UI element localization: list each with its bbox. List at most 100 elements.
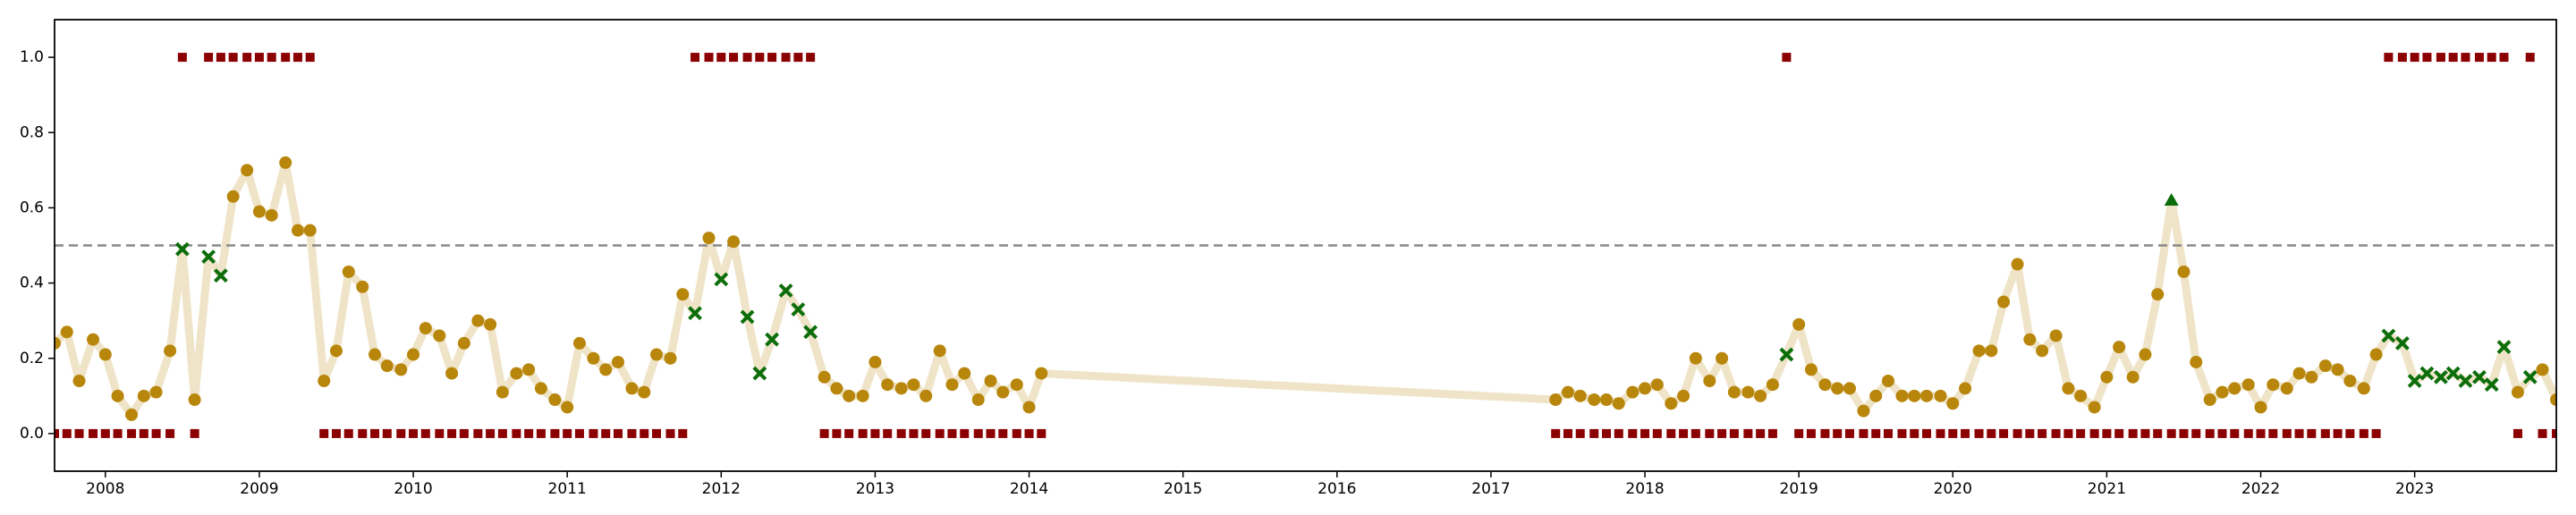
label-square	[1871, 428, 1881, 438]
probability-marker	[1716, 351, 1729, 365]
probability-marker	[958, 367, 971, 380]
probability-marker	[2369, 348, 2383, 361]
probability-marker	[664, 351, 677, 365]
probability-marker	[1639, 382, 1652, 395]
probability-marker	[676, 288, 690, 301]
label-square	[998, 428, 1008, 438]
label-square	[113, 428, 123, 438]
label-square	[2140, 428, 2150, 438]
label-square	[1563, 428, 1572, 438]
probability-marker	[971, 393, 985, 407]
probability-marker	[445, 367, 459, 380]
probability-marker	[471, 314, 485, 327]
miss-marker	[778, 283, 793, 298]
label-square	[1922, 428, 1932, 438]
label-square	[2179, 428, 2189, 438]
label-square	[1897, 428, 1907, 438]
probability-marker	[433, 329, 446, 342]
probability-marker	[1895, 389, 1909, 402]
label-square	[331, 428, 341, 438]
probability-marker	[318, 375, 331, 387]
label-square	[2410, 53, 2419, 63]
label-square	[1806, 428, 1816, 438]
miss-marker	[2472, 369, 2487, 384]
probability-marker	[241, 164, 254, 177]
label-square	[216, 53, 225, 63]
label-square	[1844, 428, 1854, 438]
label-square	[2243, 428, 2253, 438]
probability-marker	[2305, 370, 2318, 384]
probability-marker	[1792, 317, 1806, 331]
label-square	[704, 53, 714, 63]
label-square	[1729, 428, 1739, 438]
probability-marker	[2550, 393, 2556, 407]
label-square	[1820, 428, 1830, 438]
label-square	[512, 428, 521, 438]
label-square	[2371, 428, 2381, 438]
label-square	[2538, 428, 2547, 438]
label-square	[1640, 428, 1650, 438]
probability-marker	[457, 336, 470, 350]
probability-marker	[2074, 389, 2088, 402]
probability-marker	[1677, 389, 1690, 402]
label-square	[1767, 428, 1777, 438]
label-square	[613, 428, 623, 438]
label-square	[2345, 428, 2355, 438]
label-square	[435, 428, 445, 438]
x-tick-label: 2017	[1471, 480, 1510, 498]
probability-marker	[2177, 265, 2190, 278]
label-square	[960, 428, 970, 438]
probability-marker	[2036, 344, 2049, 358]
label-square	[921, 428, 931, 438]
probability-marker	[1626, 385, 1640, 399]
miss-marker	[213, 268, 228, 283]
probability-marker	[1689, 351, 1702, 365]
probability-marker	[1600, 393, 1614, 407]
label-square	[2333, 428, 2343, 438]
label-square	[497, 428, 507, 438]
label-square	[370, 428, 380, 438]
probability-marker	[484, 317, 497, 331]
probability-marker	[303, 224, 317, 237]
x-tick-label: 2021	[2088, 480, 2126, 498]
label-square	[204, 53, 214, 63]
label-square	[2294, 428, 2304, 438]
label-square	[1961, 428, 1970, 438]
probability-marker	[1934, 389, 1947, 402]
probability-marker	[1946, 397, 1960, 410]
label-square	[2422, 53, 2432, 63]
probability-marker	[2357, 382, 2370, 395]
label-square	[1883, 428, 1893, 438]
label-square	[55, 428, 59, 438]
label-square	[2256, 428, 2266, 438]
x-tick-label: 2019	[1780, 480, 1818, 498]
plot-area	[55, 53, 2556, 438]
label-square	[2448, 53, 2458, 63]
probability-marker	[2292, 367, 2306, 380]
probability-marker	[2216, 385, 2229, 399]
label-square	[640, 428, 649, 438]
probability-marker	[869, 355, 882, 368]
x-tick-label: 2022	[2241, 480, 2280, 498]
label-square	[2384, 53, 2394, 63]
label-square	[1936, 428, 1945, 438]
miss-marker	[201, 249, 216, 265]
label-square	[1037, 428, 1046, 438]
probability-marker	[2331, 363, 2344, 376]
label-square	[165, 428, 175, 438]
label-square	[627, 428, 637, 438]
x-tick-label: 2010	[394, 480, 432, 498]
probability-marker	[329, 344, 343, 358]
probability-marker	[1573, 389, 1587, 402]
label-square	[2307, 428, 2317, 438]
label-square	[2320, 428, 2330, 438]
label-square	[574, 428, 584, 438]
probability-marker	[1985, 344, 1998, 358]
label-square	[1551, 428, 1561, 438]
label-square	[1756, 428, 1766, 438]
miss-marker	[803, 325, 818, 340]
probability-marker	[369, 348, 382, 361]
label-square	[2038, 428, 2047, 438]
label-square	[242, 53, 252, 63]
